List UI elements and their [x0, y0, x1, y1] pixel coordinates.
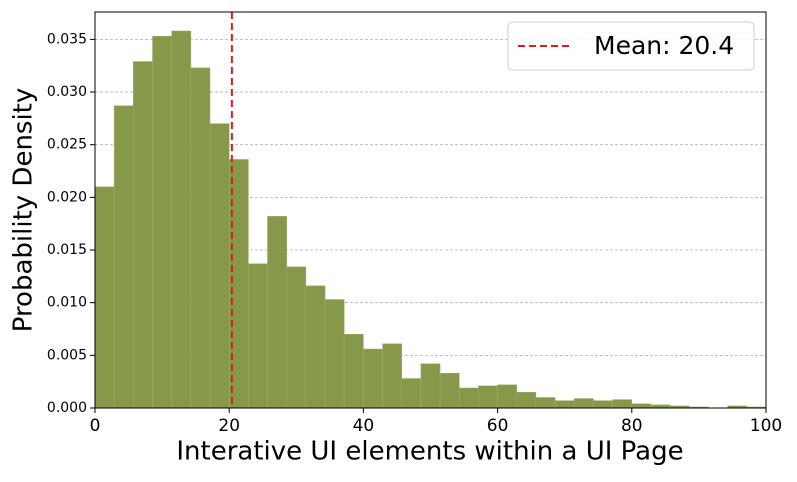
bar	[133, 61, 153, 409]
bar	[267, 216, 287, 409]
bar	[286, 266, 307, 409]
y-axis-label: Probability Density	[9, 88, 39, 333]
y-tick-label: 0.035	[47, 31, 87, 47]
bar	[363, 348, 383, 409]
x-tick-label: 80	[621, 416, 643, 436]
y-tick-label: 0.010	[47, 295, 87, 311]
bar	[171, 30, 192, 409]
bar	[382, 343, 402, 409]
bar	[554, 400, 575, 409]
bar	[516, 391, 537, 409]
bar	[152, 35, 172, 409]
bar	[209, 123, 230, 409]
bar	[343, 334, 364, 409]
x-tick-label: 0	[90, 416, 101, 436]
x-tick-label: 60	[487, 416, 509, 436]
x-tick-label: 20	[218, 416, 240, 436]
y-tick-label: 0.020	[47, 189, 87, 205]
y-tick-label: 0.030	[47, 84, 87, 100]
bar	[420, 363, 441, 409]
bar	[401, 378, 422, 409]
y-tick-label: 0.025	[47, 137, 87, 153]
legend-label: Mean: 20.4	[594, 31, 734, 60]
bar	[535, 397, 556, 409]
bar	[478, 385, 498, 409]
bar	[574, 398, 594, 409]
bar	[324, 299, 345, 409]
x-tick-label: 40	[353, 416, 375, 436]
bar	[439, 372, 460, 409]
legend-box	[507, 21, 755, 71]
bar	[459, 387, 479, 409]
bar	[113, 105, 134, 409]
y-tick-label: 0.005	[47, 347, 87, 363]
bar	[612, 399, 633, 409]
x-axis-label: Interative UI elements within a UI Page	[176, 437, 683, 467]
y-tick-label: 0.000	[47, 400, 87, 416]
y-tick-label: 0.015	[47, 242, 87, 258]
x-tick-label: 100	[750, 416, 782, 436]
bar	[631, 403, 652, 409]
bar	[497, 384, 518, 409]
bar	[248, 263, 268, 409]
plot-frame	[94, 11, 767, 409]
bar	[593, 400, 613, 409]
bar	[190, 67, 211, 409]
bar	[305, 285, 326, 409]
bar	[94, 186, 115, 409]
